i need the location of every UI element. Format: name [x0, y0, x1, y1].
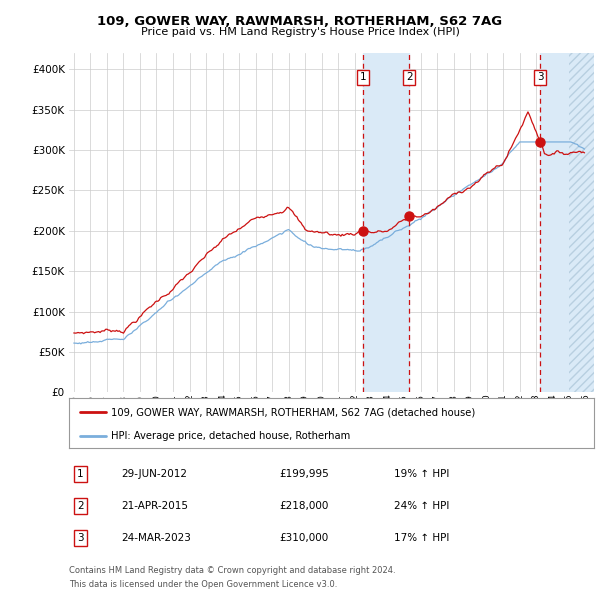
Text: 29-JUN-2012: 29-JUN-2012 [121, 469, 187, 478]
Bar [540, 53, 594, 392]
Text: 17% ↑ HPI: 17% ↑ HPI [395, 533, 450, 543]
Text: 1: 1 [359, 73, 366, 83]
Bar [363, 53, 409, 392]
Text: Contains HM Land Registry data © Crown copyright and database right 2024.: Contains HM Land Registry data © Crown c… [69, 566, 395, 575]
Text: 21-APR-2015: 21-APR-2015 [121, 501, 188, 511]
Text: 109, GOWER WAY, RAWMARSH, ROTHERHAM, S62 7AG (detached house): 109, GOWER WAY, RAWMARSH, ROTHERHAM, S62… [111, 407, 475, 417]
Text: £310,000: £310,000 [279, 533, 328, 543]
Text: 2: 2 [406, 73, 412, 83]
Text: 109, GOWER WAY, RAWMARSH, ROTHERHAM, S62 7AG: 109, GOWER WAY, RAWMARSH, ROTHERHAM, S62… [97, 15, 503, 28]
Text: HPI: Average price, detached house, Rotherham: HPI: Average price, detached house, Roth… [111, 431, 350, 441]
Text: Price paid vs. HM Land Registry's House Price Index (HPI): Price paid vs. HM Land Registry's House … [140, 27, 460, 37]
Text: 24% ↑ HPI: 24% ↑ HPI [395, 501, 450, 511]
Text: 24-MAR-2023: 24-MAR-2023 [121, 533, 191, 543]
Text: 19% ↑ HPI: 19% ↑ HPI [395, 469, 450, 478]
Text: £199,995: £199,995 [279, 469, 329, 478]
Text: £218,000: £218,000 [279, 501, 328, 511]
Text: 3: 3 [537, 73, 544, 83]
Text: 3: 3 [77, 533, 84, 543]
Bar [569, 53, 594, 392]
Text: 1: 1 [77, 469, 84, 478]
Text: 2: 2 [77, 501, 84, 511]
Text: This data is licensed under the Open Government Licence v3.0.: This data is licensed under the Open Gov… [69, 580, 337, 589]
